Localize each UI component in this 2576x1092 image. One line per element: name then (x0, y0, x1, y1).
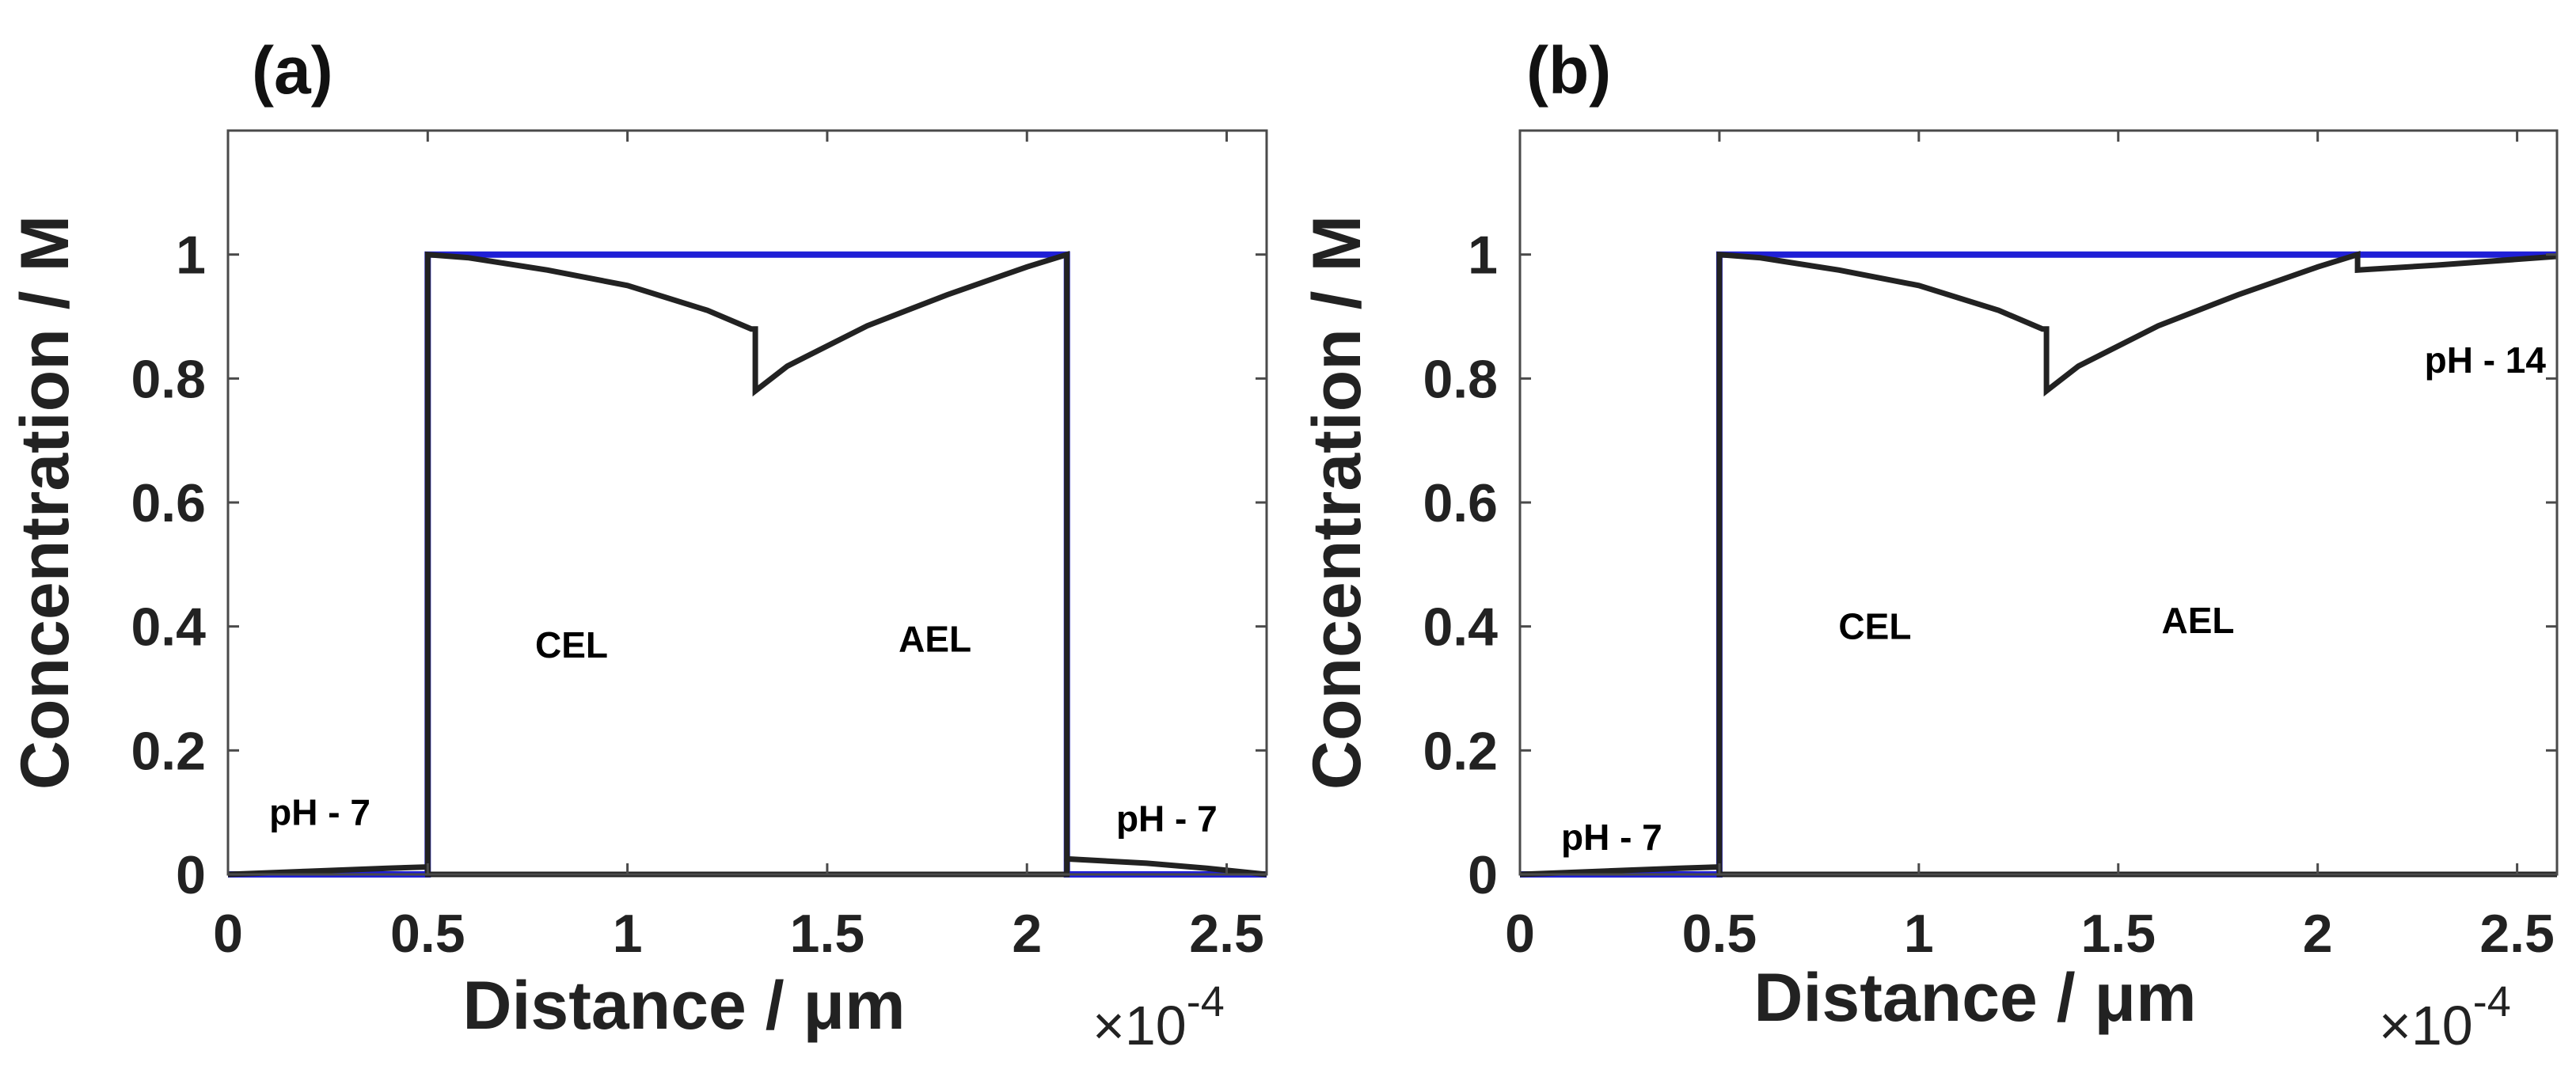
chart-a-series-black-2 (424, 859, 1070, 878)
chart-a-ytick-label: 0.6 (131, 473, 206, 533)
chart-b-series-black (1519, 250, 2558, 878)
chart-b-annotation: CEL (1838, 606, 1911, 647)
chart-b-annotation: pH - 14 (2425, 339, 2547, 381)
chart-b: 0 0.5 1 1.5 2 2.5 0 0.2 0.4 0.6 0.8 1 (b) Distance / … (1299, 33, 2559, 1056)
chart-a-ytick-label: 0.2 (131, 721, 206, 781)
chart-a-annotation: pH - 7 (1116, 798, 1218, 840)
chart-a-ytick-label: 1 (176, 226, 206, 286)
chart-a-xtick-label: 1 (613, 904, 643, 964)
chart-a-x-exponent-base: ×10 (1092, 995, 1187, 1056)
chart-a-xtick-label: 0.5 (390, 904, 465, 964)
chart-b-ytick-label: 0.6 (1423, 473, 1498, 533)
chart-b-x-exponent: ×10-4 (2379, 978, 2511, 1056)
chart-a-xtick-label: 0 (213, 904, 243, 964)
chart-a-annotation: CEL (535, 624, 608, 665)
chart-b-x-exponent-base: ×10 (2379, 995, 2473, 1056)
chart-b-xtick-label: 2.5 (2479, 904, 2555, 964)
chart-b-xlabel: Distance / μm (1753, 960, 2196, 1036)
chart-b-ytick-label: 0.2 (1423, 721, 1498, 781)
chart-a-ylabel: Concentration / M (7, 215, 83, 790)
chart-a-panel-label: (a) (252, 33, 333, 108)
chart-b-x-exponent-power: -4 (2473, 978, 2511, 1026)
chart-a: 0 0.5 1 1.5 2 2.5 0 0.2 0.4 0.6 0.8 1 (a) Distance / … (7, 33, 1268, 1056)
chart-a-plot-frame (226, 129, 1268, 876)
chart-a-series-black (227, 250, 1267, 878)
chart-a-xtick-label: 2 (1012, 904, 1042, 964)
chart-b-xtick-label: 1 (1904, 904, 1934, 964)
chart-b-annotation: AEL (2162, 600, 2235, 641)
chart-a-xtick-label: 2.5 (1189, 904, 1264, 964)
chart-a-xtick-label: 1.5 (790, 904, 865, 964)
chart-b-ytick-label: 0.8 (1423, 349, 1498, 409)
chart-a-x-exponent-power: -4 (1187, 978, 1225, 1026)
chart-a-annotation: AEL (899, 618, 971, 659)
chart-b-ylabel: Concentration / M (1299, 215, 1375, 790)
chart-b-xtick-label: 1.5 (2081, 904, 2156, 964)
chart-b-series-blue (1520, 251, 2557, 878)
chart-b-xtick-label: 0.5 (1682, 904, 1757, 964)
chart-a-annotation: pH - 7 (269, 792, 370, 833)
chart-a-series-blue (228, 251, 1267, 878)
chart-b-panel-label: (b) (1526, 33, 1611, 108)
chart-b-xtick-label: 2 (2303, 904, 2333, 964)
chart-b-ytick-label: 1 (1468, 226, 1498, 286)
chart-a-x-exponent: ×10-4 (1092, 978, 1225, 1056)
chart-b-ytick-label: 0.4 (1423, 597, 1498, 658)
chart-b-plot-frame (1518, 129, 2559, 876)
chart-b-xtick-label: 0 (1505, 904, 1535, 964)
chart-b-ytick-label: 0 (1468, 845, 1498, 905)
chart-a-xlabel: Distance / μm (462, 968, 905, 1044)
chart-a-ytick-label: 0.8 (131, 349, 206, 409)
chart-a-ytick-label: 0.4 (131, 597, 206, 658)
chart-b-annotation: pH - 7 (1561, 817, 1662, 858)
chart-a-ytick-label: 0 (176, 845, 206, 905)
